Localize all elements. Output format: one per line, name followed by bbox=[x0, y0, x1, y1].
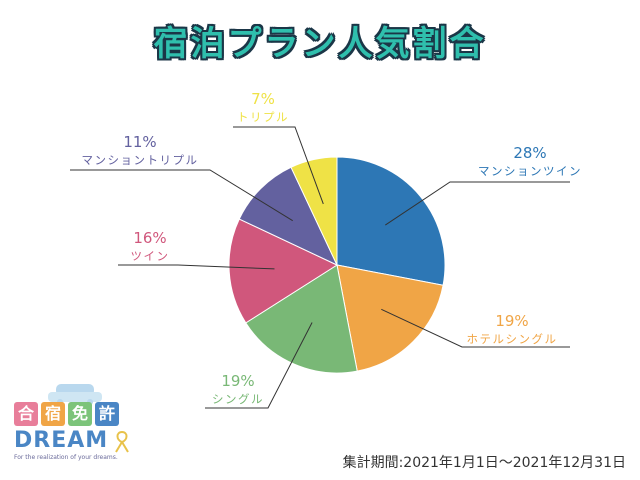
slice-name-label: シングル bbox=[212, 392, 264, 406]
logo-word: DREAM bbox=[14, 428, 109, 453]
slice-percent-label: 16% bbox=[133, 229, 166, 247]
leader-line bbox=[233, 126, 324, 205]
leader-line bbox=[70, 169, 293, 222]
logo-kanji-3: 免 bbox=[68, 402, 92, 426]
leader-line bbox=[385, 181, 570, 226]
leader-line bbox=[118, 264, 275, 270]
slice-name-label: トリプル bbox=[237, 110, 289, 124]
pie-slice bbox=[290, 156, 338, 266]
slice-percent-label: 19% bbox=[495, 312, 528, 330]
slice-name-label: ホテルシングル bbox=[467, 332, 558, 346]
slice-percent-label: 19% bbox=[221, 372, 254, 390]
logo-kanji-4: 許 bbox=[95, 402, 119, 426]
pie-slice bbox=[245, 264, 358, 374]
slice-name-label: ツイン bbox=[131, 249, 170, 263]
pie-slice bbox=[238, 166, 339, 267]
leader-line bbox=[205, 322, 313, 409]
leader-line bbox=[381, 308, 570, 348]
slice-percent-label: 11% bbox=[123, 133, 156, 151]
logo-tagline: For the realization of your dreams. bbox=[14, 454, 118, 461]
chart-title: 宿泊プラン人気割合 bbox=[153, 24, 487, 64]
slice-percent-label: 28% bbox=[513, 144, 546, 162]
pie-slice bbox=[336, 264, 444, 372]
period-label: 集計期間:2021年1月1日～2021年12月31日 bbox=[342, 455, 626, 471]
logo-kanji-1: 合 bbox=[14, 402, 38, 426]
slice-name-label: マンショントリプル bbox=[82, 153, 199, 167]
slice-percent-label: 7% bbox=[251, 90, 275, 108]
logo-kanji-2: 宿 bbox=[41, 402, 65, 426]
pie-slice bbox=[228, 218, 339, 324]
slice-name-label: マンションツイン bbox=[478, 164, 582, 178]
dream-logo: 合 宿 免 許 DREAM For the realization of you… bbox=[12, 380, 162, 470]
ribbon-icon bbox=[115, 430, 129, 453]
